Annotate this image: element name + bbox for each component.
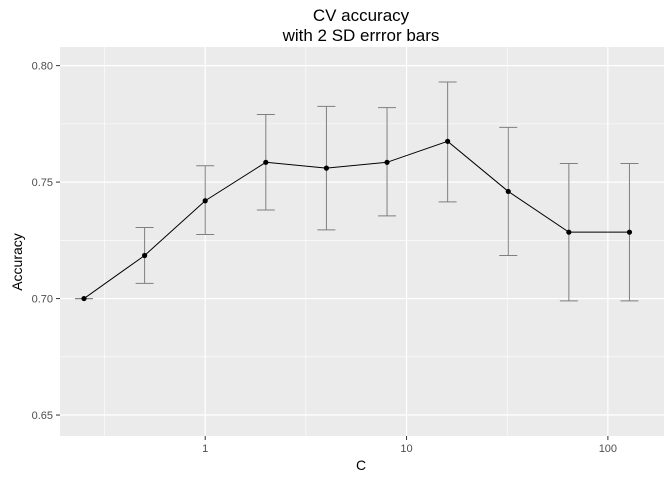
- data-point: [445, 138, 451, 144]
- data-point: [142, 252, 148, 259]
- chart-title: CV accuracy: [313, 6, 410, 25]
- chart-subtitle: with 2 SD errror bars: [282, 26, 440, 45]
- plot-panel: [60, 47, 664, 436]
- data-point: [202, 198, 208, 204]
- x-tick-label: 100: [599, 443, 617, 455]
- y-axis-title: Accuracy: [9, 233, 25, 291]
- y-tick-label: 0.80: [32, 61, 53, 73]
- data-point: [81, 295, 87, 302]
- data-point: [323, 165, 330, 171]
- y-tick-label: 0.70: [32, 294, 53, 306]
- data-point: [384, 159, 390, 165]
- data-point: [566, 229, 572, 235]
- x-axis: 1 10 100: [202, 436, 617, 455]
- y-axis: 0.65 0.70 0.75 0.80: [32, 61, 60, 422]
- x-tick-label: 10: [400, 443, 412, 455]
- series-line: [83, 140, 630, 299]
- data-point: [263, 159, 269, 165]
- x-axis-title: C: [356, 457, 366, 473]
- data-points: [81, 138, 633, 302]
- y-tick-label: 0.65: [32, 410, 53, 422]
- major-gridlines: [60, 47, 664, 436]
- data-point: [505, 188, 511, 195]
- x-tick-label: 1: [202, 443, 208, 455]
- data-point: [626, 229, 633, 235]
- y-tick-label: 0.75: [32, 177, 53, 189]
